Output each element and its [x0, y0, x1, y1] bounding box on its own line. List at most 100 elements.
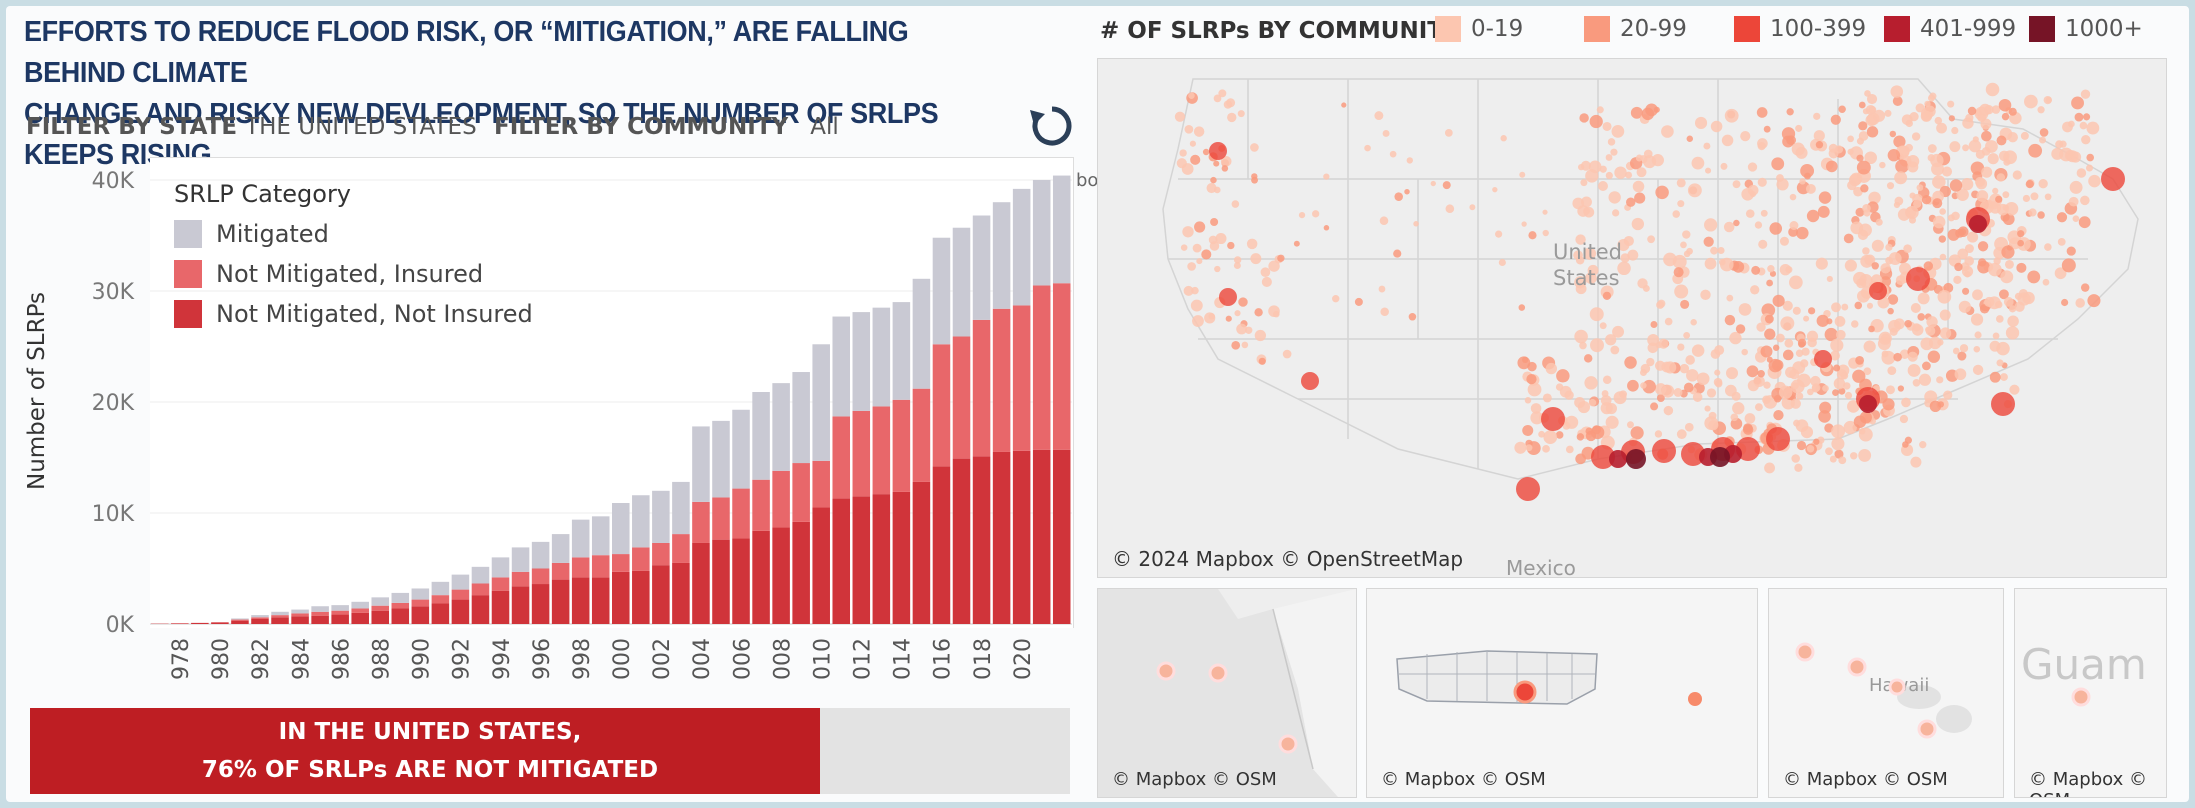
- community-marker[interactable]: [2088, 174, 2101, 188]
- community-marker[interactable]: [2079, 121, 2088, 130]
- community-marker[interactable]: [1934, 116, 1943, 125]
- community-marker[interactable]: [1791, 454, 1800, 463]
- community-marker[interactable]: [1897, 385, 1904, 392]
- bar-not-insured[interactable]: [331, 614, 349, 624]
- community-marker[interactable]: [1989, 340, 2001, 352]
- community-marker[interactable]: [1999, 289, 2009, 300]
- community-marker[interactable]: [1828, 143, 1838, 153]
- community-marker[interactable]: [1687, 183, 1702, 198]
- community-marker[interactable]: [1703, 236, 1714, 247]
- community-marker[interactable]: [1661, 125, 1674, 138]
- community-marker[interactable]: [1556, 369, 1570, 383]
- community-marker[interactable]: [1684, 422, 1694, 432]
- community-marker[interactable]: [2038, 179, 2048, 189]
- bar-insured[interactable]: [732, 488, 750, 539]
- community-marker[interactable]: [1278, 734, 1298, 754]
- community-marker[interactable]: [1180, 244, 1188, 251]
- community-marker[interactable]: [1858, 131, 1869, 141]
- community-marker[interactable]: [1223, 100, 1233, 109]
- community-marker[interactable]: [1951, 211, 1960, 221]
- bar-mitigated[interactable]: [852, 312, 871, 411]
- community-marker[interactable]: [1202, 148, 1210, 156]
- community-marker[interactable]: [1380, 307, 1389, 317]
- community-marker[interactable]: [1218, 89, 1227, 98]
- bar-mitigated[interactable]: [632, 495, 650, 548]
- community-marker[interactable]: [1988, 262, 2002, 277]
- community-marker[interactable]: [1542, 445, 1550, 453]
- community-marker[interactable]: [1997, 203, 2009, 216]
- community-marker[interactable]: [2004, 259, 2014, 269]
- community-marker[interactable]: [1676, 429, 1687, 440]
- community-marker[interactable]: [1907, 351, 1918, 362]
- bar-insured[interactable]: [351, 608, 369, 613]
- community-marker[interactable]: [1624, 356, 1637, 369]
- community-marker[interactable]: [1921, 195, 1932, 205]
- community-marker[interactable]: [1806, 445, 1815, 453]
- community-marker[interactable]: [2087, 294, 2101, 308]
- bar-mitigated[interactable]: [591, 516, 610, 556]
- community-marker[interactable]: [1588, 398, 1597, 407]
- community-marker[interactable]: [1602, 121, 1612, 131]
- bar-mitigated[interactable]: [792, 372, 810, 464]
- bar-not-insured[interactable]: [231, 620, 249, 624]
- community-marker[interactable]: [2022, 194, 2031, 203]
- community-marker[interactable]: [1892, 96, 1903, 106]
- community-marker[interactable]: [1647, 334, 1660, 347]
- community-marker[interactable]: [2039, 128, 2049, 137]
- community-marker[interactable]: [2000, 270, 2014, 284]
- community-marker[interactable]: [1220, 156, 1232, 167]
- bar-mitigated[interactable]: [291, 609, 309, 614]
- community-marker[interactable]: [1646, 357, 1655, 367]
- community-marker[interactable]: [1991, 105, 2001, 114]
- bar-mitigated[interactable]: [972, 215, 991, 320]
- bar-insured[interactable]: [531, 568, 550, 585]
- community-marker[interactable]: [2007, 132, 2018, 143]
- community-marker[interactable]: [1793, 419, 1801, 427]
- community-marker[interactable]: [1978, 258, 1987, 267]
- community-marker[interactable]: [1757, 141, 1766, 151]
- community-marker[interactable]: [1936, 122, 1947, 134]
- community-marker[interactable]: [1786, 108, 1794, 116]
- community-marker[interactable]: [1922, 361, 1931, 371]
- community-marker[interactable]: [1951, 126, 1959, 135]
- bar-not-insured[interactable]: [431, 603, 450, 624]
- community-marker[interactable]: [1530, 403, 1542, 414]
- community-marker[interactable]: [1926, 316, 1938, 328]
- community-marker[interactable]: [1884, 109, 1892, 117]
- community-marker[interactable]: [1964, 244, 1974, 253]
- community-marker[interactable]: [1710, 246, 1718, 255]
- community-marker[interactable]: [2072, 215, 2080, 223]
- community-marker[interactable]: [1901, 397, 1911, 408]
- community-marker[interactable]: [1822, 385, 1829, 392]
- community-marker[interactable]: [1996, 315, 2004, 323]
- community-marker[interactable]: [1500, 135, 1507, 142]
- bar-not-insured[interactable]: [712, 539, 730, 624]
- community-marker[interactable]: [1738, 303, 1752, 316]
- community-marker[interactable]: [1797, 338, 1807, 348]
- community-marker[interactable]: [1959, 344, 1969, 353]
- community-marker[interactable]: [1847, 400, 1860, 413]
- puerto-rico-map[interactable]: © Mapbox © OSM: [1366, 588, 1758, 798]
- community-marker[interactable]: [1413, 221, 1419, 227]
- community-marker[interactable]: [1258, 357, 1266, 365]
- community-marker[interactable]: [1723, 221, 1735, 233]
- community-marker[interactable]: [1789, 193, 1797, 201]
- bar-insured[interactable]: [892, 399, 911, 492]
- community-marker[interactable]: [1190, 154, 1201, 165]
- community-marker[interactable]: [1404, 189, 1410, 195]
- community-marker[interactable]: [1605, 415, 1619, 429]
- community-marker[interactable]: [1588, 160, 1602, 174]
- community-marker[interactable]: [1923, 105, 1936, 118]
- bar-insured[interactable]: [672, 534, 690, 563]
- state-filter[interactable]: FILTER BY STATE THE UNITED STATES: [26, 114, 477, 140]
- bar-insured[interactable]: [591, 555, 610, 578]
- community-marker[interactable]: [1589, 307, 1604, 322]
- bar-not-insured[interactable]: [491, 590, 510, 624]
- bar-insured[interactable]: [491, 577, 510, 591]
- bar-mitigated[interactable]: [952, 227, 971, 337]
- community-marker[interactable]: [2004, 202, 2019, 216]
- community-marker[interactable]: [1686, 369, 1699, 382]
- bar-not-insured[interactable]: [692, 542, 710, 624]
- community-marker[interactable]: [1813, 130, 1825, 142]
- community-marker[interactable]: [1647, 235, 1655, 244]
